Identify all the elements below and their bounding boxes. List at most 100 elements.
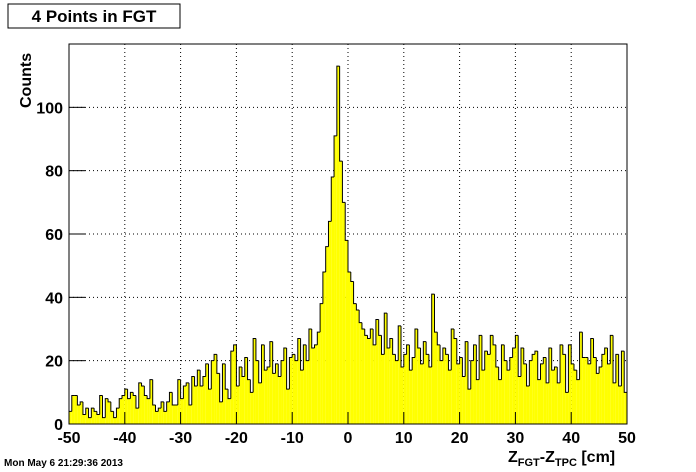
bin-outline bbox=[241, 367, 245, 377]
bar bbox=[267, 367, 270, 424]
bin-outline bbox=[512, 347, 516, 358]
bin-outline bbox=[336, 65, 340, 136]
bar bbox=[498, 379, 502, 424]
bar bbox=[161, 401, 164, 424]
bin-outline bbox=[436, 332, 441, 346]
bar bbox=[487, 354, 491, 424]
bin-outline bbox=[431, 293, 435, 367]
bin-outline bbox=[333, 135, 337, 177]
bar bbox=[587, 363, 591, 424]
bar bbox=[495, 367, 499, 424]
bar bbox=[119, 398, 123, 424]
bin-outline bbox=[308, 328, 312, 361]
bar bbox=[434, 332, 438, 424]
bar bbox=[618, 386, 622, 424]
bin-outline bbox=[394, 354, 399, 362]
x-label-subscript: TPC bbox=[555, 457, 577, 469]
bar bbox=[253, 338, 256, 424]
bar bbox=[579, 332, 583, 424]
bar bbox=[537, 379, 541, 424]
bin-outline bbox=[280, 360, 284, 377]
bar bbox=[523, 363, 527, 424]
bin-outline bbox=[188, 382, 192, 406]
bin-outline bbox=[157, 407, 162, 412]
bin-outline bbox=[205, 363, 209, 377]
bar bbox=[311, 348, 315, 424]
bin-outline bbox=[615, 353, 619, 383]
bar bbox=[275, 363, 279, 424]
x-tick-label: 10 bbox=[395, 430, 413, 447]
bin-outline bbox=[487, 351, 491, 355]
bin-outline bbox=[305, 344, 309, 362]
bar bbox=[412, 357, 415, 424]
bin-outline bbox=[238, 366, 242, 386]
bar bbox=[214, 354, 217, 424]
bin-outline bbox=[93, 408, 97, 412]
bin-outline bbox=[400, 325, 404, 368]
bar bbox=[562, 354, 566, 424]
bin-outline bbox=[274, 363, 279, 374]
bin-outline bbox=[135, 395, 139, 409]
bar bbox=[481, 370, 485, 424]
bin-outline bbox=[542, 357, 547, 364]
bin-outline bbox=[110, 401, 114, 412]
bar bbox=[520, 348, 524, 424]
bar bbox=[180, 398, 184, 424]
bin-outline bbox=[506, 360, 510, 371]
bin-outline bbox=[587, 357, 591, 365]
bar bbox=[152, 405, 156, 424]
bar bbox=[219, 401, 223, 424]
bin-outline bbox=[604, 347, 608, 355]
bar bbox=[177, 379, 181, 424]
bar bbox=[82, 414, 86, 424]
bar bbox=[557, 382, 561, 424]
bar bbox=[613, 382, 616, 424]
bin-outline bbox=[355, 303, 360, 311]
bin-outline bbox=[428, 354, 432, 368]
bin-outline bbox=[473, 344, 477, 361]
bar bbox=[467, 389, 471, 424]
bar bbox=[596, 373, 600, 424]
bar bbox=[437, 344, 441, 424]
bar bbox=[188, 405, 192, 424]
bar bbox=[155, 411, 159, 424]
bar bbox=[334, 135, 337, 425]
bin-outline bbox=[420, 348, 424, 365]
bar bbox=[599, 367, 602, 424]
bar bbox=[286, 389, 290, 424]
x-tick-label: 0 bbox=[344, 430, 353, 447]
bin-outline bbox=[85, 407, 89, 415]
bar bbox=[440, 360, 443, 424]
bar bbox=[414, 329, 418, 424]
bin-outline bbox=[124, 388, 128, 396]
bin-outline bbox=[378, 319, 382, 336]
y-tick-label: 40 bbox=[45, 290, 63, 307]
bin-outline bbox=[227, 389, 231, 400]
bin-outline bbox=[247, 357, 251, 381]
bin-outline bbox=[90, 407, 95, 418]
bar bbox=[186, 382, 189, 424]
bar bbox=[244, 357, 248, 424]
bar bbox=[342, 202, 346, 424]
bin-outline bbox=[347, 240, 351, 273]
bar bbox=[456, 363, 460, 424]
bar bbox=[172, 405, 176, 424]
bar bbox=[409, 370, 413, 424]
bin-outline bbox=[76, 395, 81, 406]
bin-outline bbox=[534, 350, 538, 355]
bin-outline bbox=[96, 411, 100, 415]
bar bbox=[130, 392, 134, 424]
bar bbox=[518, 376, 521, 424]
bar bbox=[308, 329, 312, 424]
bar bbox=[484, 351, 488, 424]
bin-outline bbox=[291, 353, 295, 358]
bar bbox=[624, 392, 627, 424]
bar bbox=[568, 344, 572, 424]
bar bbox=[470, 360, 474, 424]
bar bbox=[141, 386, 145, 424]
bar bbox=[331, 177, 335, 424]
bin-outline bbox=[235, 344, 240, 387]
bin-outline bbox=[565, 354, 569, 393]
x-tick-label: 20 bbox=[451, 430, 469, 447]
